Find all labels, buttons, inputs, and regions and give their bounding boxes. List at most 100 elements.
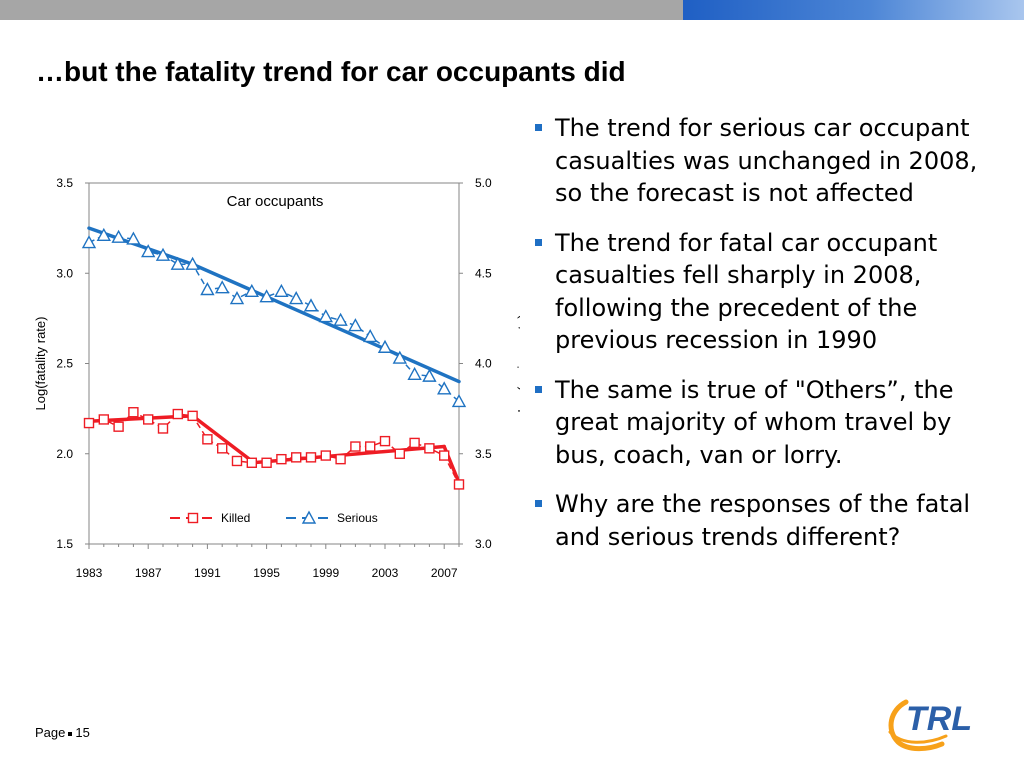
bullet-list: The trend for serious car occupant casua… — [533, 112, 1003, 570]
killed-data-point — [335, 453, 346, 465]
y2-tick-label: 5.0 — [475, 176, 492, 190]
killed-legend-label: Killed — [221, 511, 250, 525]
serious-data-point — [289, 291, 304, 305]
killed-data-point — [276, 453, 287, 465]
serious-series-line — [88, 234, 460, 402]
serious-data-point — [215, 280, 230, 294]
serious-data-point — [259, 289, 274, 303]
y2-axis-label: Log(serious rate) — [515, 314, 520, 412]
killed-data-point — [128, 407, 139, 418]
serious-data-point — [303, 298, 319, 312]
bullet-text: The trend for serious car occupant casua… — [555, 114, 978, 207]
x-tick-label: 1995 — [253, 566, 280, 580]
bullet-text: The same is true of "Others”, the great … — [555, 375, 954, 469]
footer-separator-icon — [68, 731, 73, 736]
killed-data-point — [246, 457, 258, 468]
serious-data-point — [111, 229, 126, 243]
car-occupants-chart: 1983 1987 1991 1995 1999 2003 2007 1.5 2.0 2.5 3.0… — [33, 176, 520, 580]
serious-data-point — [407, 366, 422, 381]
killed-data-point — [261, 457, 272, 468]
serious-data-point — [185, 256, 200, 270]
killed-data-point — [202, 434, 213, 445]
killed-data-point — [231, 455, 243, 467]
y-tick-label: 3.0 — [56, 266, 73, 280]
bullet-item: The trend for serious car occupant casua… — [533, 112, 1003, 210]
chart-title: Car occupants — [227, 193, 324, 210]
serious-data-point — [422, 368, 437, 382]
serious-data-point — [392, 350, 407, 364]
killed-data-point — [379, 435, 391, 447]
y2-tick-label: 3.5 — [475, 447, 492, 461]
top-banner-grey — [0, 0, 683, 20]
killed-data-point — [157, 423, 169, 434]
y2-tick-label: 4.5 — [475, 266, 492, 280]
bullet-icon — [535, 385, 542, 393]
y2-tick-label: 3.0 — [475, 537, 492, 551]
bullet-icon — [535, 500, 542, 507]
killed-data-point — [83, 417, 95, 429]
serious-data-point — [451, 393, 467, 408]
killed-legend-marker — [187, 512, 199, 524]
serious-data-point — [126, 231, 141, 245]
killed-data-point — [291, 452, 302, 463]
bullet-icon — [535, 238, 542, 246]
footer-page-label: Page — [35, 725, 66, 740]
trl-logo: TRL — [888, 699, 972, 752]
y-tick-label: 2.0 — [56, 447, 73, 461]
killed-data-point — [453, 479, 465, 490]
serious-data-point — [363, 328, 378, 343]
killed-data-point — [187, 410, 198, 422]
bullet-icon — [535, 124, 542, 131]
footer: Page 15 — [35, 725, 90, 740]
bullet-text: Why are the responses of the fatal and s… — [555, 490, 971, 551]
bullet-item: The trend for fatal car occupant casualt… — [533, 227, 1003, 357]
serious-trend-line — [190, 262, 461, 384]
x-tick-label: 2003 — [372, 566, 399, 580]
y-tick-label: 2.5 — [56, 357, 73, 371]
logo-swoosh-inner — [888, 730, 948, 744]
serious-data-point — [348, 318, 363, 332]
serious-data-point — [333, 312, 348, 326]
bullet-item: Why are the responses of the fatal and s… — [533, 488, 1003, 553]
killed-data-point — [172, 408, 184, 420]
killed-data-point — [439, 450, 450, 461]
serious-data-point — [437, 381, 452, 395]
serious-data-point — [318, 309, 333, 323]
serious-data-point — [377, 339, 393, 353]
killed-data-point — [350, 441, 361, 452]
serious-data-point — [229, 291, 245, 305]
logo-swoosh — [888, 699, 945, 752]
serious-data-point — [274, 283, 289, 298]
y2-tick-label: 4.0 — [475, 357, 492, 371]
killed-data-point — [409, 437, 420, 449]
top-banner-blue — [683, 0, 1024, 20]
y-tick-label: 1.5 — [56, 537, 73, 551]
logo-text: TRL — [906, 700, 972, 738]
killed-data-point — [365, 441, 376, 452]
x-tick-label: 1991 — [194, 566, 221, 580]
x-tick-label: 1987 — [135, 566, 162, 580]
footer-page-number: 15 — [75, 725, 90, 740]
top-banner — [0, 0, 1024, 20]
y-axis-label: Log(fatality rate) — [33, 317, 48, 411]
serious-legend-label: Serious — [337, 511, 378, 525]
serious-legend-marker — [301, 510, 317, 524]
x-tick-label: 1983 — [76, 566, 103, 580]
serious-data-point — [200, 282, 215, 296]
serious-data-point — [155, 247, 171, 261]
serious-data-point — [81, 235, 97, 249]
y-tick-label: 3.5 — [56, 176, 73, 190]
serious-data-point — [170, 256, 185, 270]
bullet-text: The trend for fatal car occupant casualt… — [555, 228, 938, 355]
x-tick-label: 1999 — [312, 566, 339, 580]
killed-data-point — [142, 414, 154, 425]
killed-data-point — [320, 450, 331, 461]
killed-data-point — [98, 414, 110, 425]
slide-title: …but the fatality trend for car occupant… — [36, 56, 626, 87]
killed-trend-line — [190, 414, 254, 463]
bullet-item: The same is true of "Others”, the great … — [533, 374, 1003, 472]
killed-data-point — [305, 452, 317, 463]
serious-data-point — [96, 227, 111, 242]
serious-data-point — [244, 283, 259, 298]
killed-data-point — [216, 443, 228, 454]
